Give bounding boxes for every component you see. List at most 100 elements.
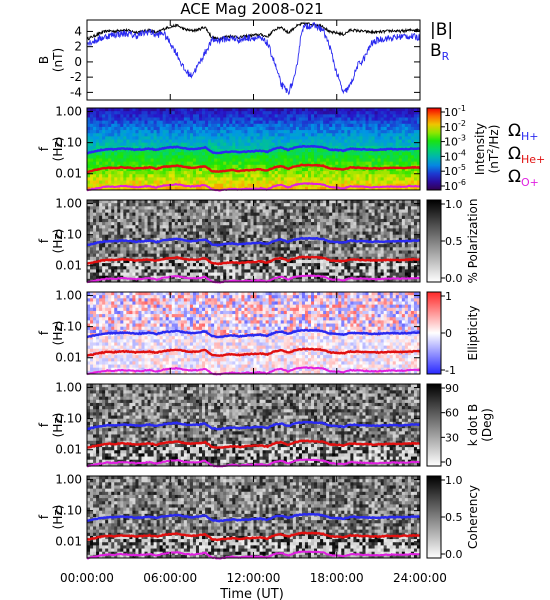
colorbar-label: Ellipticity [466, 306, 480, 361]
colorbar-tick-exponent: -5 [458, 163, 466, 172]
colorbar [426, 107, 442, 191]
y-axis-label: f [37, 146, 51, 151]
y-axis-label: f [37, 238, 51, 243]
y-axis-label: B [37, 56, 51, 64]
legend-subscript: He+ [521, 153, 545, 166]
y-axis-label-units: (Hz) [51, 137, 65, 162]
colorbar-tick-label: 10-3 [444, 134, 466, 149]
y-tick-label: 0 [74, 55, 82, 69]
y-tick-label: 4 [74, 24, 82, 38]
legend-subscript: O+ [521, 176, 539, 189]
y-tick-label: 1.00 [55, 105, 82, 119]
colorbar-tick-label: 90 [445, 382, 459, 395]
cyclotron-line-hplus [87, 420, 421, 431]
y-tick-label: 1.00 [55, 381, 82, 395]
y-axis-label: f [37, 422, 51, 427]
colorbar-tick-label: 1.0 [445, 198, 463, 211]
y-axis-label-units: (Hz) [51, 505, 65, 530]
y-tick-label: -2 [70, 70, 82, 84]
y-tick-label: 1.00 [55, 473, 82, 487]
cyclotron-line-hplus [86, 236, 421, 247]
cyclotron-line-hplus [86, 144, 421, 155]
y-axis-label: f [37, 514, 51, 519]
y-tick-label: 0.10 [55, 412, 82, 426]
y-tick-label: 2 [74, 40, 82, 54]
y-tick-label: -4 [70, 85, 82, 99]
y-axis-label-units: (Hz) [51, 413, 65, 438]
y-tick-label: 1.00 [55, 197, 82, 211]
panel-b-field: 4 20-2-4 B (nT) |B|BR [37, 19, 453, 101]
x-tick-label: 12:00:00 [227, 571, 281, 585]
x-tick-label: 18:00:00 [310, 571, 364, 585]
x-axis-label: Time (UT) [219, 587, 284, 600]
colorbar-label-units: (Deg) [480, 408, 494, 442]
y-tick-label: 0.01 [55, 443, 82, 457]
colorbar-tick-label: 1 [445, 290, 452, 303]
legend-b-radial: BR [430, 41, 450, 63]
colorbar [426, 291, 442, 375]
colorbar-tick-exponent: -3 [458, 134, 466, 143]
colorbar-tick-label: 0.5 [445, 511, 463, 524]
colorbar-tick-label: 10-2 [444, 119, 466, 134]
y-tick-label: 0.10 [55, 228, 82, 242]
x-tick-label: 06:00:00 [143, 571, 197, 585]
colorbar [426, 199, 442, 283]
colorbar [426, 475, 442, 559]
legend-total-b: |B| [430, 20, 453, 40]
y-tick-label: 0.10 [55, 504, 82, 518]
colorbar-label: Intensity [473, 123, 487, 175]
y-tick-label: 0.10 [55, 136, 82, 150]
x-tick-label: 24:00:00 [393, 571, 447, 585]
y-tick-label: 0.01 [55, 351, 82, 365]
y-axis-label-units: (nT) [51, 48, 65, 72]
colorbar-label-sup: 2 [486, 149, 495, 154]
y-tick-label: 1.00 [55, 289, 82, 303]
colorbar-label: % Polarization [466, 199, 480, 284]
cyclotron-line-hplus [86, 512, 420, 523]
spectrogram-image [87, 384, 421, 467]
legend-omega-heplus: ΩHe+ [508, 144, 545, 166]
colorbar-tick-exponent: -4 [458, 148, 466, 157]
colorbar-tick-exponent: -6 [458, 178, 466, 187]
colorbar-label-tail: /Hz) [487, 125, 501, 149]
colorbar-tick-label: 1.0 [445, 474, 463, 487]
colorbar-label-units: (nT2/Hz) [486, 125, 501, 174]
colorbar-label: Coherency [466, 485, 480, 549]
colorbar-tick-label: -1 [445, 364, 456, 377]
panel-stack: 420-2-4B (nT)|B|BR1.000.100.01f (Hz)10-110… [37, 19, 545, 561]
series-line-br [86, 21, 421, 96]
legend-omega-oplus: ΩO+ [508, 167, 539, 189]
y-axis-label-units: (Hz) [51, 229, 65, 254]
y-tick-label: 0.10 [55, 320, 82, 334]
figure-title: ACE Mag 2008-021 [180, 0, 323, 18]
colorbar [426, 383, 442, 467]
colorbar-tick-label: 60 [445, 407, 459, 420]
colorbar-tick-exponent: -2 [458, 119, 466, 128]
y-tick-label: 0.01 [55, 167, 82, 181]
legend-omega-hplus: ΩH+ [508, 121, 539, 143]
cyclotron-line-heplus [86, 439, 421, 449]
colorbar-tick-exponent: -1 [458, 104, 466, 113]
colorbar-tick-label: 0.0 [445, 272, 463, 285]
colorbar-tick-label: 30 [445, 431, 459, 444]
panel-ellipticity: 1.00 0.10 0.01 f (Hz) 1 0 -1 Ellipticity [37, 289, 480, 377]
colorbar-tick-label: 0 [445, 327, 452, 340]
cyclotron-line-heplus [86, 347, 421, 358]
panel-polarization: 1.00 0.10 0.01 f (Hz) 1.0 0.5 0.0% Polarization [37, 197, 480, 285]
y-axis-label: f [37, 330, 51, 335]
colorbar-tick-label: 10-4 [444, 148, 466, 163]
time-axis: 00:00:00 06:00:00 12:00:00 18:00:00 24:00:00 [60, 20, 447, 585]
legend-subscript: H+ [521, 130, 539, 143]
colorbar-tick-label: 0.0 [445, 548, 463, 561]
panel-k-dot-b: 1.00 0.10 0.01 f (Hz) 90 60 30 0 k dot B (Deg) [37, 381, 494, 469]
cyclotron-line-heplus [86, 163, 421, 174]
cyclotron-line-heplus [86, 255, 421, 266]
y-tick-label: 0.01 [55, 535, 82, 549]
panel-intensity: 1.00 0.10 0.01 f (Hz) 10-110-210-310-410-510-… [37, 104, 545, 193]
colorbar-tick-label: 10-5 [444, 163, 466, 178]
colorbar-tick-label: 10-6 [444, 178, 466, 193]
y-tick-label: 0.01 [55, 259, 82, 273]
colorbar-tick-label: 10-1 [444, 104, 466, 119]
